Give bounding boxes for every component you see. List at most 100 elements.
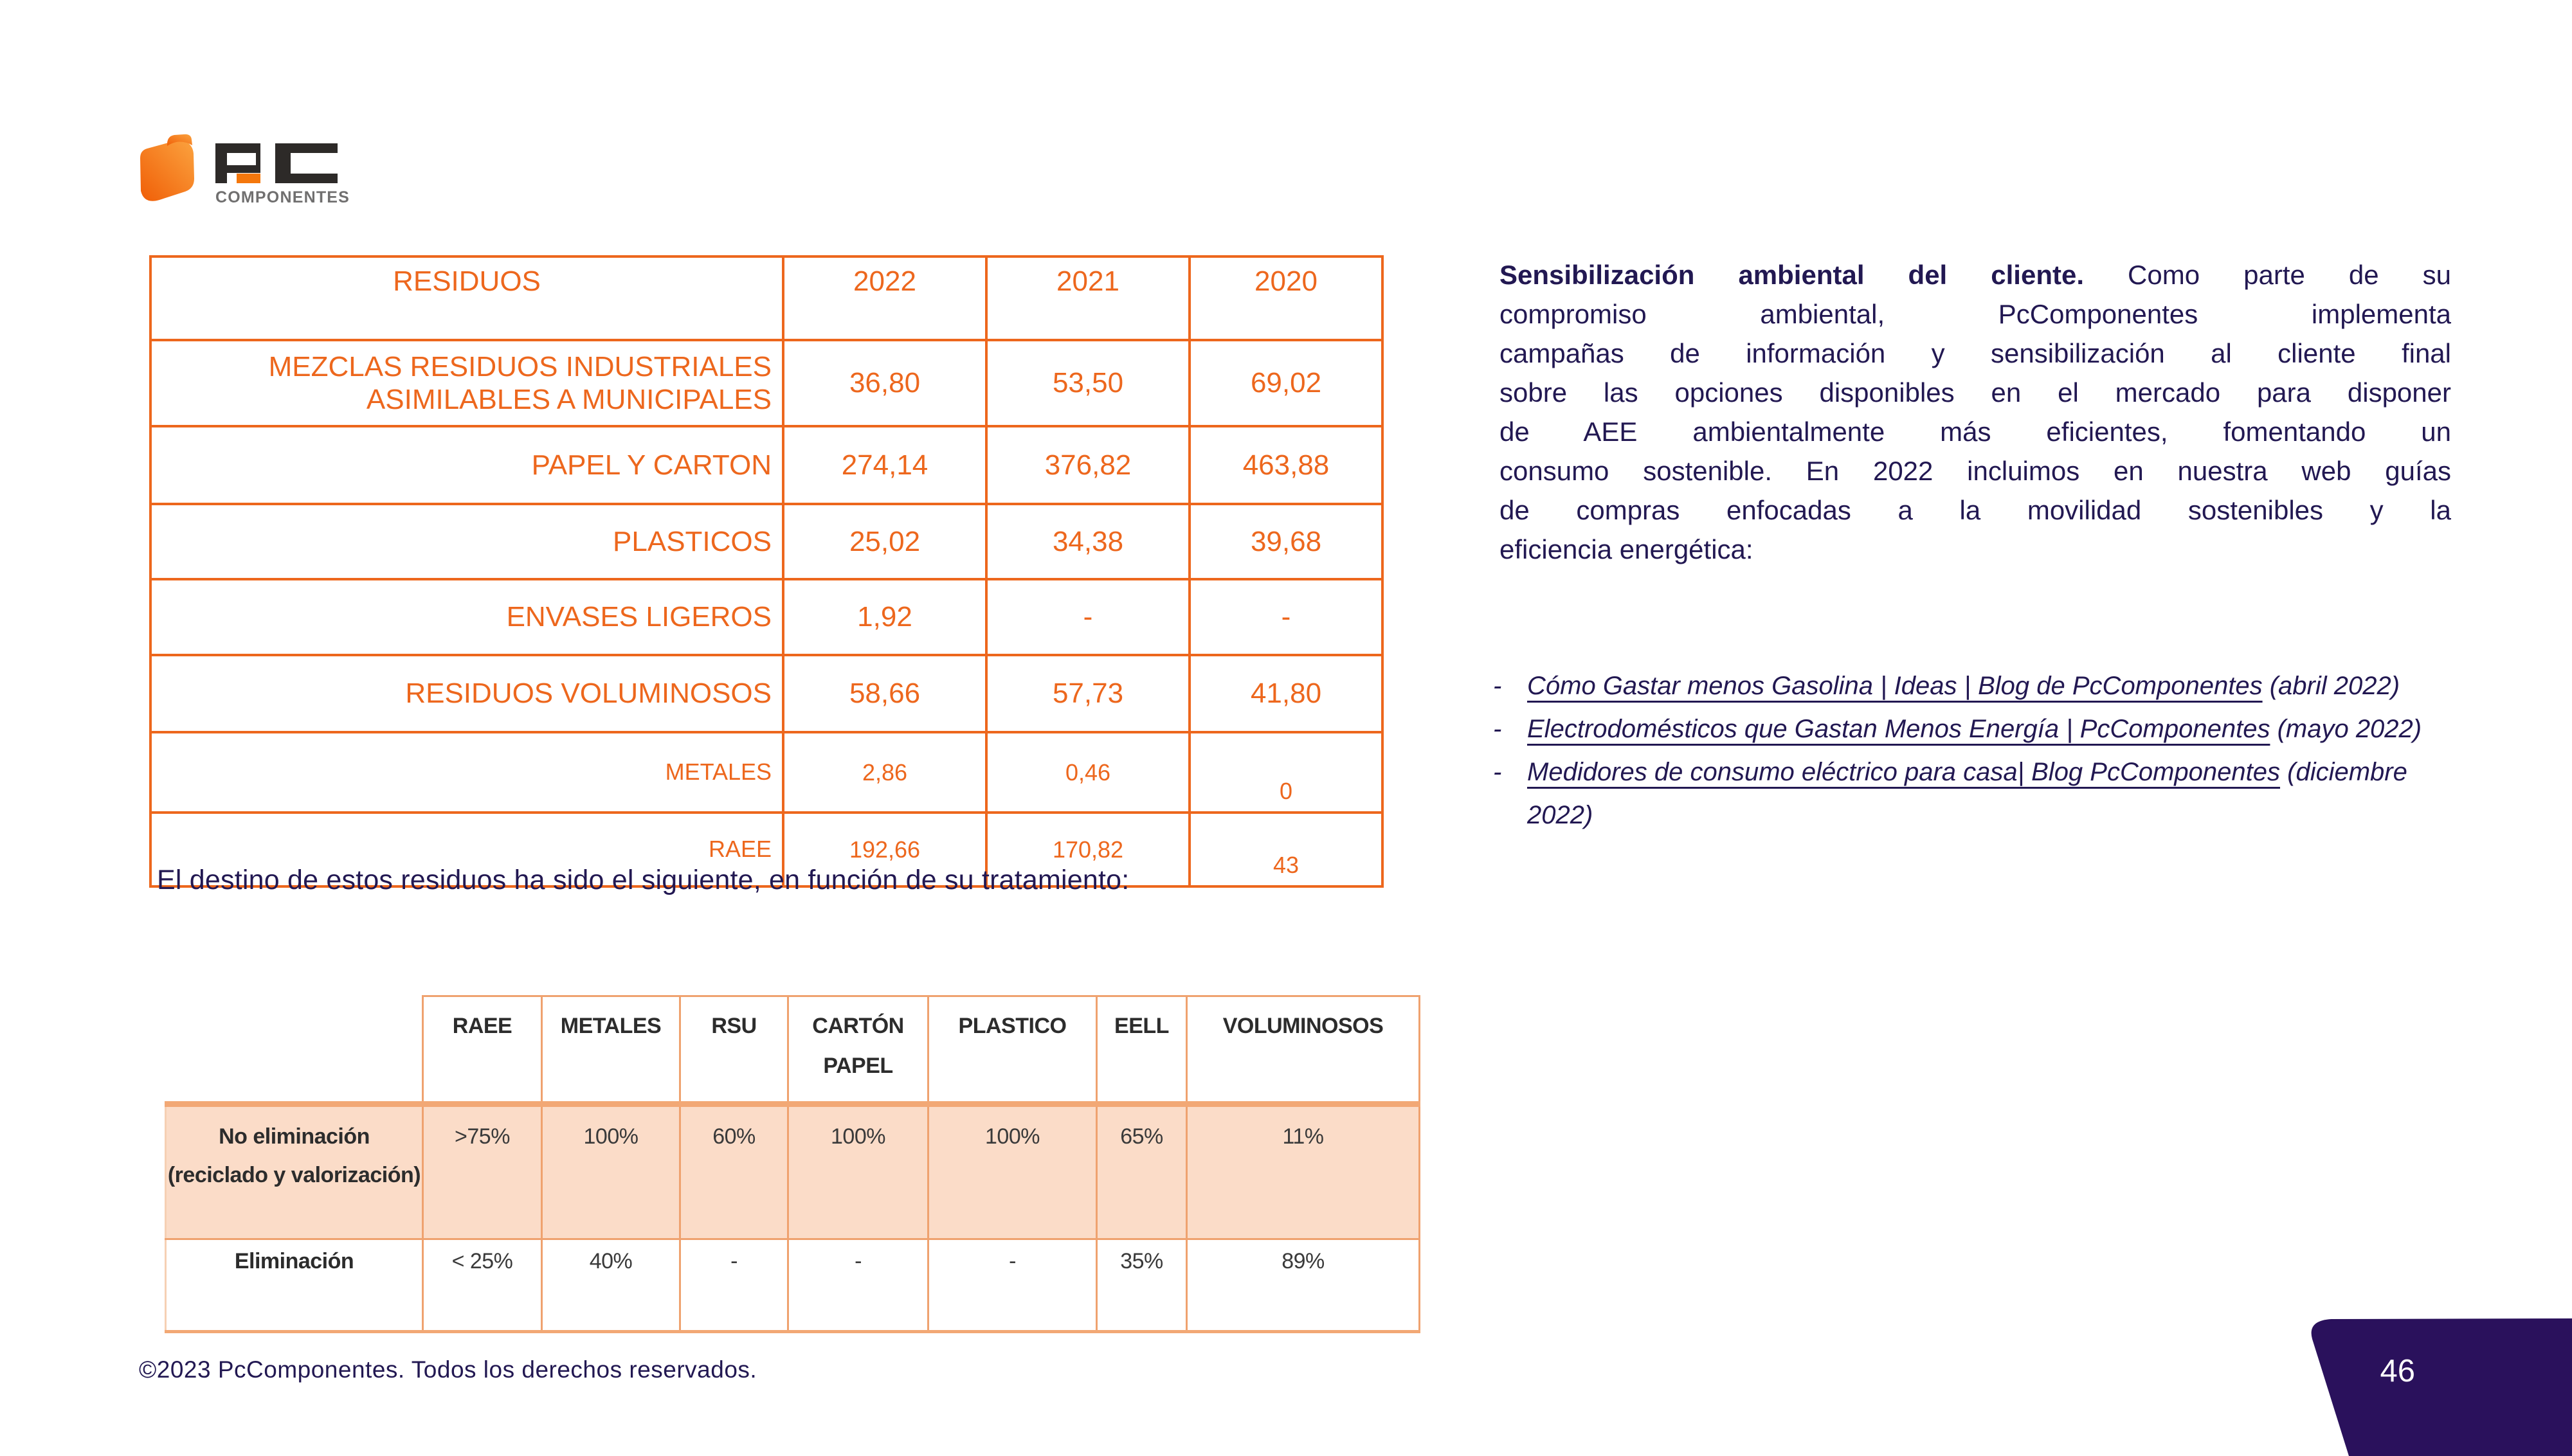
table-row-plasticos: PLASTICOS 25,02 34,38 39,68 xyxy=(149,503,1384,580)
column-header-voluminosos: VOLUMINOSOS xyxy=(1186,995,1420,1107)
table-cell: 11% xyxy=(1186,1103,1420,1240)
table-cell: 36,80 xyxy=(782,339,988,427)
table-cell: - xyxy=(679,1238,789,1333)
list-item: - Cómo Gastar menos Gasolina | Ideas | B… xyxy=(1493,665,2522,708)
table-cell: 25,02 xyxy=(782,503,988,580)
sensibilizacion-paragraph: Sensibilización ambiental del cliente. C… xyxy=(1499,255,2451,569)
table-cell: 463,88 xyxy=(1188,425,1384,505)
row-label: METALES xyxy=(149,731,784,814)
residuos-header-row: RESIDUOS 2022 2021 2020 xyxy=(149,255,1384,341)
logo-subbrand: COMPONENTES xyxy=(215,188,350,206)
list-item: - Electrodomésticos que Gastan Menos Ene… xyxy=(1493,708,2522,751)
table-row-voluminosos: RESIDUOS VOLUMINOSOS 58,66 57,73 41,80 xyxy=(149,654,1384,733)
table-cell: - xyxy=(927,1238,1098,1333)
row-label: Eliminación xyxy=(165,1238,424,1333)
dash-bullet: - xyxy=(1493,715,1502,743)
table-cell: 2,86 xyxy=(782,731,988,814)
copyright-text: ©2023 PcComponentes. Todos los derechos … xyxy=(139,1356,757,1383)
paragraph-bold-intro: Sensibilización ambiental del cliente. xyxy=(1499,260,2084,290)
dash-bullet: - xyxy=(1493,672,1502,700)
list-item-content: Electrodomésticos que Gastan Menos Energ… xyxy=(1527,708,2472,751)
table-row-raee: RAEE 192,66 170,82 43 xyxy=(149,811,1384,888)
table-cell: 100% xyxy=(787,1103,929,1240)
dash-bullet: - xyxy=(1493,758,1502,786)
table-cell: 57,73 xyxy=(985,654,1191,733)
table-cell: 274,14 xyxy=(782,425,988,505)
destino-caption: El destino de estos residuos ha sido el … xyxy=(157,865,1130,895)
table-cell: 58,66 xyxy=(782,654,988,733)
tratamiento-header-row: RAEE METALES RSU CARTÓN PAPEL PLASTICO E… xyxy=(165,995,1420,1107)
table-cell: 100% xyxy=(927,1103,1098,1240)
paragraph-line: de compras enfocadas a la movilidad sost… xyxy=(1499,495,2451,525)
table-cell: 100% xyxy=(541,1103,681,1240)
residuos-table: RESIDUOS 2022 2021 2020 MEZCLAS RESIDUOS… xyxy=(149,255,1384,888)
paragraph-line: consumo sostenible. En 2022 incluimos en… xyxy=(1499,456,2451,486)
table-cell: - xyxy=(1188,578,1384,656)
table-cell: 43 xyxy=(1188,811,1384,888)
column-header-plastico: PLASTICO xyxy=(927,995,1098,1107)
row-label: RAEE xyxy=(149,811,784,888)
table-cell: < 25% xyxy=(422,1238,543,1333)
row-label: RESIDUOS VOLUMINOSOS xyxy=(149,654,784,733)
table-cell: 35% xyxy=(1096,1238,1188,1333)
paragraph-line: sobre las opciones disponibles en el mer… xyxy=(1499,377,2451,408)
table-row-no-eliminacion: No eliminación (reciclado y valorización… xyxy=(165,1103,1420,1240)
table-cell: 65% xyxy=(1096,1103,1188,1240)
table-row-envases: ENVASES LIGEROS 1,92 - - xyxy=(149,578,1384,656)
table-cell: 170,82 xyxy=(985,811,1191,888)
corner-decoration-shape xyxy=(2311,1318,2572,1456)
column-header-2020: 2020 xyxy=(1188,255,1384,341)
table-cell: 69,02 xyxy=(1188,339,1384,427)
empty-corner-cell xyxy=(165,996,424,1107)
table-row-papel: PAPEL Y CARTON 274,14 376,82 463,88 xyxy=(149,425,1384,505)
logo-pc-wordmark xyxy=(215,143,338,183)
column-header-metales: METALES xyxy=(541,995,681,1107)
page-number: 46 xyxy=(2380,1354,2415,1389)
pccomponentes-logo: COMPONENTES xyxy=(136,132,349,209)
row-label: ENVASES LIGEROS xyxy=(149,578,784,656)
table-cell: 41,80 xyxy=(1188,654,1384,733)
table-cell: 53,50 xyxy=(985,339,1191,427)
table-cell: - xyxy=(985,578,1191,656)
table-cell: 192,66 xyxy=(782,811,988,888)
blog-link-gasolina[interactable]: Cómo Gastar menos Gasolina | Ideas | Blo… xyxy=(1527,672,2263,700)
table-cell: 376,82 xyxy=(985,425,1191,505)
blog-link-electrodomesticos[interactable]: Electrodomésticos que Gastan Menos Energ… xyxy=(1527,715,2270,743)
paragraph-line: Sensibilización ambiental del cliente. C… xyxy=(1499,260,2451,290)
column-header-2021: 2021 xyxy=(985,255,1191,341)
column-header-carton-papel: CARTÓN PAPEL xyxy=(787,995,929,1107)
table-row-metales: METALES 2,86 0,46 0 xyxy=(149,731,1384,814)
table-cell: 40% xyxy=(541,1238,681,1333)
logo-orange-block xyxy=(237,174,260,183)
paragraph-line: de AEE ambientalmente más eficientes, fo… xyxy=(1499,417,2451,447)
row-label: PAPEL Y CARTON xyxy=(149,425,784,505)
column-header-residuos: RESIDUOS xyxy=(149,255,784,341)
table-cell: 89% xyxy=(1186,1238,1420,1333)
paragraph-line: eficiencia energética: xyxy=(1499,534,1753,564)
blog-link-medidores[interactable]: Medidores de consumo eléctrico para casa… xyxy=(1527,758,2281,786)
table-cell: >75% xyxy=(422,1103,543,1240)
paragraph-line: campañas de información y sensibilizació… xyxy=(1499,338,2451,368)
list-item-content: Medidores de consumo eléctrico para casa… xyxy=(1527,751,2472,837)
link-date: (mayo 2022) xyxy=(2270,715,2422,743)
blog-links-list: - Cómo Gastar menos Gasolina | Ideas | B… xyxy=(1493,665,2522,837)
table-cell: 34,38 xyxy=(985,503,1191,580)
row-label: No eliminación (reciclado y valorización… xyxy=(165,1103,424,1240)
row-label: PLASTICOS xyxy=(149,503,784,580)
table-cell: 0,46 xyxy=(985,731,1191,814)
tratamiento-table: RAEE METALES RSU CARTÓN PAPEL PLASTICO E… xyxy=(165,995,1420,1333)
list-item-content: Cómo Gastar menos Gasolina | Ideas | Blo… xyxy=(1527,665,2472,708)
table-row-eliminacion: Eliminación < 25% 40% - - - 35% 89% xyxy=(165,1238,1420,1333)
list-item: - Medidores de consumo eléctrico para ca… xyxy=(1493,751,2522,837)
column-header-raee: RAEE xyxy=(422,995,543,1107)
column-header-rsu: RSU xyxy=(679,995,789,1107)
row-label: MEZCLAS RESIDUOS INDUSTRIALES ASIMILABLE… xyxy=(149,339,784,427)
table-cell: 0 xyxy=(1188,731,1384,814)
table-cell: 39,68 xyxy=(1188,503,1384,580)
pccomponentes-box-icon xyxy=(140,134,194,201)
column-header-2022: 2022 xyxy=(782,255,988,341)
paragraph-line: compromiso ambiental, PcComponentes impl… xyxy=(1499,299,2451,329)
table-cell: 1,92 xyxy=(782,578,988,656)
table-row-mezclas: MEZCLAS RESIDUOS INDUSTRIALES ASIMILABLE… xyxy=(149,339,1384,427)
